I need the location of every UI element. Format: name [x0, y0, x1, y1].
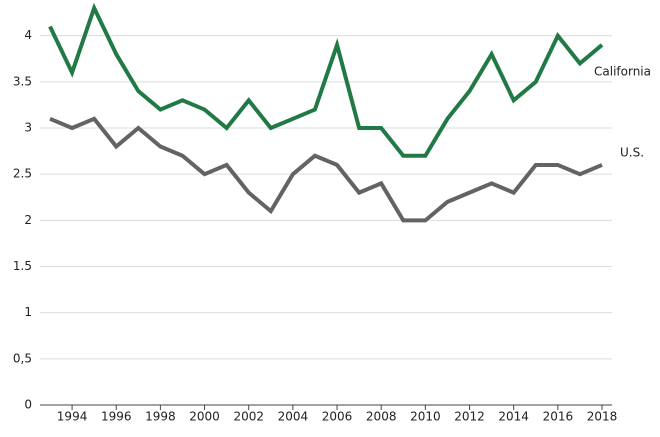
y-tick-label: 3 [24, 121, 32, 135]
x-tick-label: 2002 [233, 410, 264, 424]
series-label: U.S. [620, 145, 644, 159]
y-tick-label: 3.5 [13, 74, 32, 88]
series-label: California [594, 64, 651, 78]
x-tick-label: 1994 [57, 410, 88, 424]
x-tick-label: 2006 [322, 410, 353, 424]
x-tick-label: 2008 [366, 410, 397, 424]
x-tick-label: 1996 [101, 410, 132, 424]
line [49, 116, 603, 223]
x-tick-label: 2012 [454, 410, 485, 424]
y-tick-label: 0 [24, 398, 32, 412]
y-tick-label: 4 [24, 28, 32, 42]
y-tick-label: 2.5 [13, 167, 32, 181]
y-tick-label: 1.5 [13, 259, 32, 273]
x-tick-label: 2014 [498, 410, 529, 424]
x-tick-label: 2018 [587, 410, 618, 424]
line [48, 2, 604, 158]
x-tick-label: 2004 [278, 410, 309, 424]
x-tick-label: 2000 [189, 410, 220, 424]
y-tick-label: 2 [24, 213, 32, 227]
y-tick-label: 1 [24, 305, 32, 319]
x-tick-label: 2016 [543, 410, 574, 424]
y-tick-label: 0,5 [13, 351, 32, 365]
x-tick-label: 1998 [145, 410, 176, 424]
x-tick-label: 2010 [410, 410, 441, 424]
